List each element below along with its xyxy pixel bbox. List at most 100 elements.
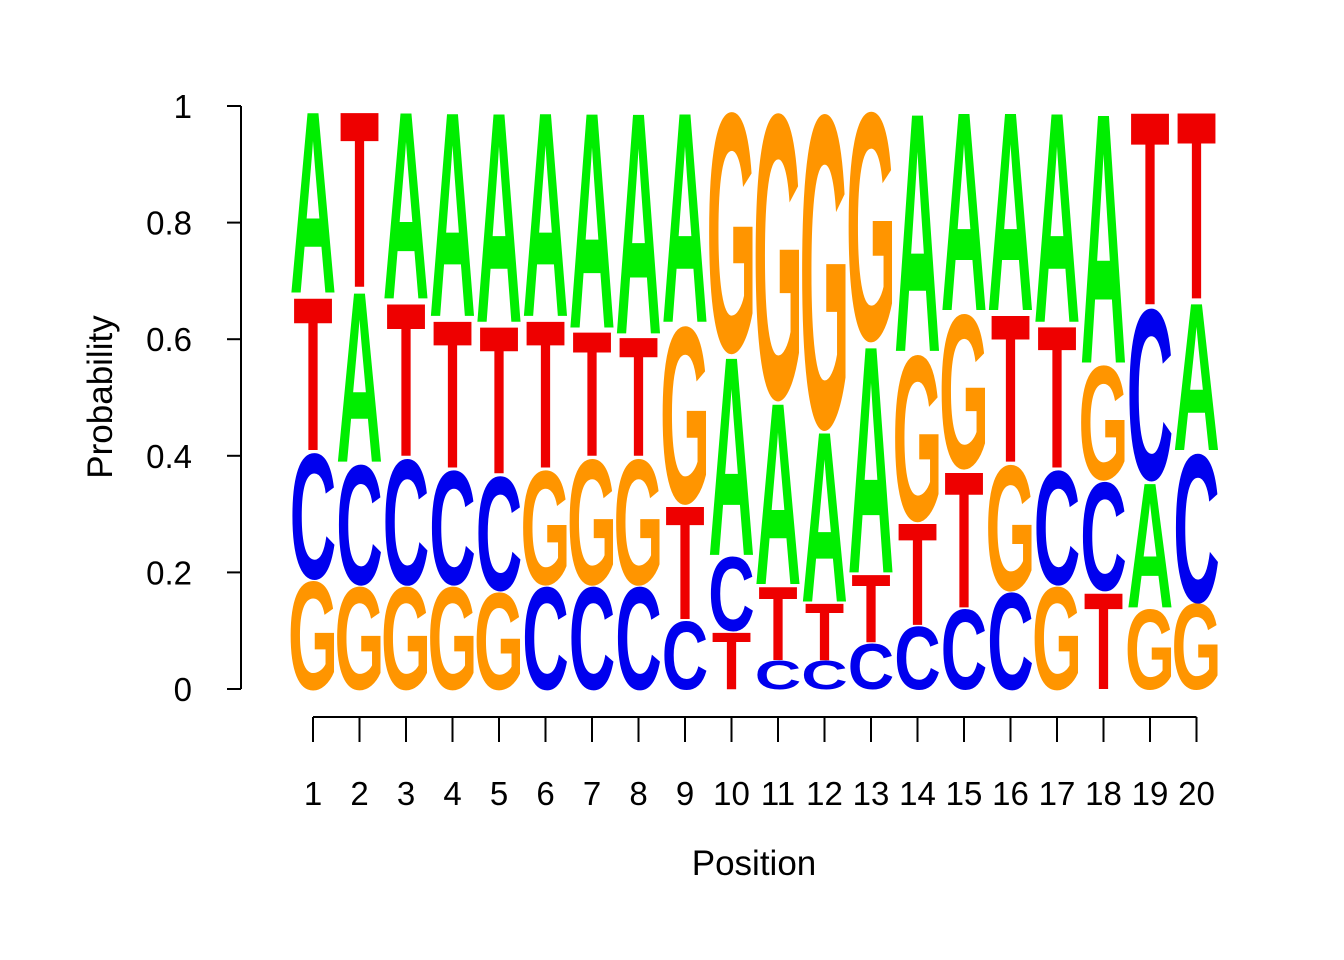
x-tick-label: 1 [304,775,322,812]
logo-letter-g: G [799,21,849,522]
logo-letter-g: G [1125,586,1175,714]
x-tick-label: 18 [1085,775,1122,812]
logo-letter-t: T [665,473,704,655]
y-tick-label: 0.4 [146,438,192,475]
logo-letter-g: G [288,551,338,723]
logo-letter-g: G [1032,557,1082,720]
logo-letter-t: T [340,59,379,341]
logo-letter-c: C [336,431,382,622]
logo-letter-a: A [383,56,429,356]
x-axis: 1 2 3 4 5 6 7 8 9 10 11 12 13 14 15 16 17 18 19 20 [304,716,1215,812]
x-tick-label: 8 [629,775,647,812]
logo-letter-c: C [522,557,568,720]
x-tick-label: 4 [443,775,461,812]
logo-letter-a: A [476,51,522,387]
y-axis: 0 0.2 0.4 0.6 0.8 1 [146,88,242,708]
x-tick-label: 5 [490,775,508,812]
logo-letter-t: T [944,430,983,649]
x-tick-label: 3 [397,775,415,812]
x-tick-label: 9 [676,775,694,812]
logo-letter-t: T [293,252,332,498]
y-tick-label: 0.6 [146,321,192,358]
logo-letter-c: C [290,416,336,617]
logo-letter-c: C [615,557,661,720]
logo-letter-g: G [474,563,524,718]
logo-letter-g: G [660,275,710,557]
x-tick-label: 7 [583,775,601,812]
logo-letter-t: T [898,493,937,656]
logo-letter-a: A [662,51,708,387]
logo-letter-t: T [619,302,658,493]
logo-letter-g: G [892,306,942,571]
logo-letter-a: A [569,49,615,394]
logo-letter-g: G [567,422,617,623]
logo-letter-a: A [615,46,661,401]
x-tick-label: 2 [350,775,368,812]
y-tick-label: 0.2 [146,554,192,591]
logo-letter-a: A [848,277,894,642]
logo-letter-g: G [1079,333,1129,515]
x-tick-label: 14 [899,775,936,812]
logo-stacks: GCTAGCATGCTAGCTAGCTACGTACGTACGTACTGATCAG… [288,21,1222,723]
logo-letter-c: C [1080,451,1126,623]
logo-letter-a: A [755,349,801,640]
y-tick-label: 0.8 [146,205,192,242]
x-tick-label: 10 [713,775,750,812]
logo-letter-c: C [662,600,708,710]
logo-letter-c: C [1127,258,1173,532]
logo-letter-a: A [1127,445,1173,646]
y-tick-label: 0 [174,671,192,708]
logo-letter-a: A [1173,259,1219,496]
logo-letter-g: G [706,42,756,424]
logo-letter-c: C [755,653,801,698]
logo-letter-t: T [526,277,565,514]
logo-letter-c: C [708,535,754,653]
logo-letter-a: A [708,297,754,616]
y-tick-label: 1 [174,88,192,125]
logo-letter-t: T [1130,54,1169,364]
logo-letter-g: G [985,427,1035,628]
logo-letter-c: C [476,444,522,626]
x-tick-label: 20 [1178,775,1215,812]
x-tick-label: 19 [1132,775,1169,812]
logo-letter-a: A [522,51,568,378]
logo-letter-t: T [1084,563,1123,718]
logo-letter-a: A [1080,38,1126,439]
logo-letter-c: C [801,653,847,698]
x-tick-label: 11 [761,775,795,812]
x-tick-label: 13 [853,775,890,812]
x-tick-label: 12 [806,775,843,812]
x-tick-label: 16 [992,775,1029,812]
logo-letter-a: A [336,240,382,514]
logo-letter-a: A [941,52,987,371]
x-axis-title: Position [692,844,817,883]
x-tick-label: 15 [946,775,983,812]
y-axis-title: Probability [81,315,120,479]
logo-letter-t: T [991,271,1030,508]
logo-letter-t: T [479,282,518,519]
logo-letter-c: C [987,563,1033,718]
logo-letter-g: G [334,557,384,720]
logo-letter-c: C [383,422,429,623]
logo-letter-t: T [1037,283,1076,511]
logo-letter-t: T [572,293,611,494]
logo-letter-a: A [894,42,940,424]
